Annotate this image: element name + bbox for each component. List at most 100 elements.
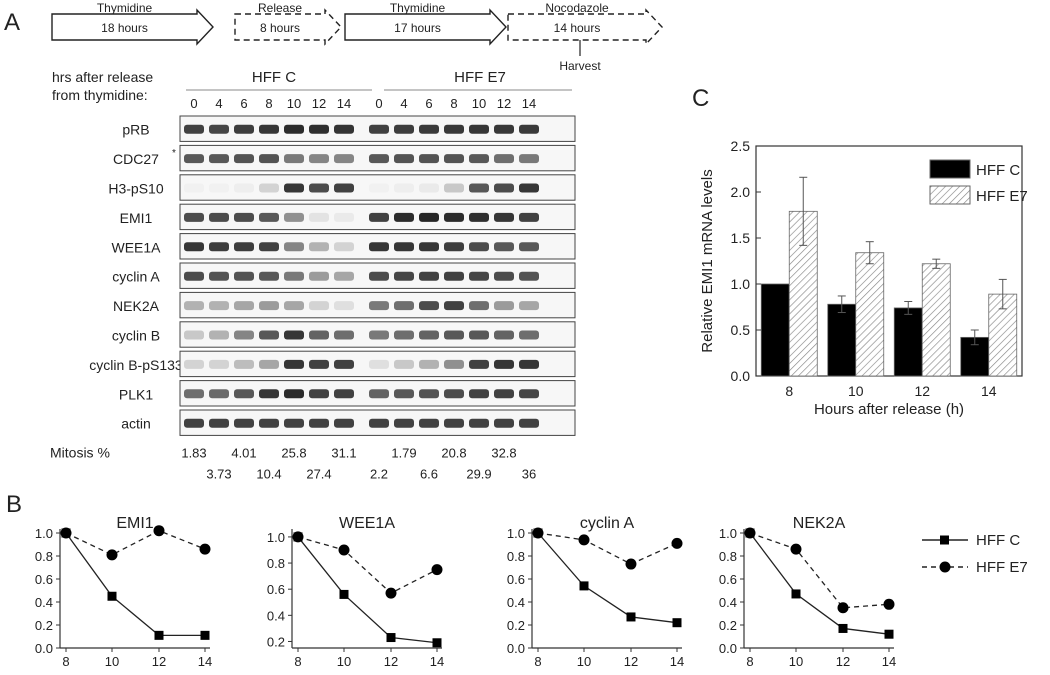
blot-header-line2: from thymidine: <box>52 87 148 103</box>
mitosis-value: 31.1 <box>331 445 356 460</box>
blot-band <box>209 301 229 311</box>
blot-row-label: NEK2A <box>113 298 160 314</box>
blot-band <box>309 330 329 340</box>
x-tick-label: 10 <box>789 654 803 669</box>
blot-band <box>369 183 389 193</box>
blot-band <box>334 124 354 134</box>
blot-band <box>259 242 279 252</box>
blot-band <box>519 212 539 222</box>
blot-band <box>259 124 279 134</box>
y-tick-label: 0.6 <box>507 572 525 587</box>
line-chart-emi1: EMI1 0.0 0.2 0.4 0.6 0.8 1.0 8 10 12 14 <box>35 515 212 669</box>
line-chart-title: WEE1A <box>339 515 395 532</box>
y-tick-label: 1.0 <box>719 526 737 541</box>
blot-band <box>234 183 254 193</box>
blot-band <box>469 124 489 134</box>
blot-band <box>284 124 304 134</box>
timeline-arrow <box>51 8 214 46</box>
series-line <box>537 532 678 565</box>
x-tick-label: 14 <box>981 383 997 399</box>
blot-band <box>184 212 204 222</box>
blot-band <box>494 301 514 311</box>
blot-band <box>494 154 514 164</box>
blot-band <box>419 154 439 164</box>
lane-label: 10 <box>472 96 486 111</box>
timeline-duration: 17 hours <box>394 21 441 35</box>
y-tick-label: 0.0 <box>507 641 525 656</box>
blot-row-label: CDC27 <box>113 151 159 167</box>
blot-band <box>519 271 539 281</box>
data-point-circle <box>837 602 849 614</box>
y-tick-label: 0.4 <box>35 595 53 610</box>
y-tick-label: 0.2 <box>35 618 53 633</box>
blot-band <box>334 242 354 252</box>
data-point-circle <box>790 543 802 555</box>
blot-band <box>209 359 229 369</box>
blot-band <box>394 183 414 193</box>
blot-band <box>419 359 439 369</box>
line-chart-wee1a: WEE1A 0.2 0.4 0.6 0.8 1.0 8 10 12 14 <box>267 515 444 669</box>
series-line <box>297 536 438 594</box>
y-tick-label: 2.0 <box>731 184 751 200</box>
blot-band <box>394 330 414 340</box>
blot-band <box>444 359 464 369</box>
blot-band <box>259 183 279 193</box>
blot-row-label: cyclin B <box>112 328 160 344</box>
blot-band <box>309 359 329 369</box>
blot-band <box>259 301 279 311</box>
blot-band <box>309 389 329 399</box>
blot-band <box>184 301 204 311</box>
blot-group-e7: HFF E7 <box>454 69 506 86</box>
data-point-square <box>154 630 164 640</box>
blot-band <box>444 271 464 281</box>
data-point-circle <box>671 537 683 549</box>
blot-band <box>309 212 329 222</box>
blot-band <box>184 359 204 369</box>
x-tick-label: 10 <box>577 654 591 669</box>
timeline-label: Nocodazole <box>545 1 609 15</box>
blot-band <box>309 418 329 428</box>
y-tick-label: 0.0 <box>731 368 751 384</box>
line-chart-legend: HFF C HFF E7 <box>922 532 1028 576</box>
y-tick-label: 1.0 <box>267 530 285 545</box>
blot-band <box>309 183 329 193</box>
blot-band <box>394 154 414 164</box>
blot-band <box>369 154 389 164</box>
blot-band <box>394 242 414 252</box>
mitosis-value: 1.79 <box>391 445 416 460</box>
timeline-schematic: Thymidine 18 hours Release 8 hours Thymidine… <box>51 1 663 73</box>
blot-band <box>419 389 439 399</box>
blot-row-label: H3-pS10 <box>108 181 163 197</box>
blot-band <box>394 124 414 134</box>
blot-band <box>209 242 229 252</box>
lane-label: 0 <box>190 96 197 111</box>
y-tick-label: 0.8 <box>267 556 285 571</box>
blot-row-label: WEE1A <box>111 239 161 255</box>
data-point-square <box>791 589 801 599</box>
blot-row-label: cyclin B-pS133 <box>89 357 183 373</box>
lane-label: 4 <box>215 96 222 111</box>
blot-band <box>519 124 539 134</box>
blot-band <box>209 271 229 281</box>
x-tick-label: 12 <box>152 654 166 669</box>
data-point-square <box>200 630 210 640</box>
mitosis-value: 6.6 <box>420 466 438 481</box>
mitosis-value: 20.8 <box>441 445 466 460</box>
blot-band <box>369 330 389 340</box>
blot-band <box>419 271 439 281</box>
blot-band <box>234 242 254 252</box>
lane-label: 8 <box>450 96 457 111</box>
blot-row-label: EMI1 <box>120 210 153 226</box>
lane-label: 12 <box>497 96 511 111</box>
blot-band <box>494 389 514 399</box>
mitosis-value: 10.4 <box>256 466 281 481</box>
blot-band <box>494 124 514 134</box>
blot-row-label: PLK1 <box>119 386 153 402</box>
series-line <box>749 532 890 609</box>
blot-band <box>309 301 329 311</box>
blot-band <box>184 271 204 281</box>
y-tick-label: 0.4 <box>267 608 285 623</box>
line-chart-nek2a: NEK2A 0.0 0.2 0.4 0.6 0.8 1.0 8 10 12 14 <box>719 515 896 669</box>
lane-label: 12 <box>312 96 326 111</box>
